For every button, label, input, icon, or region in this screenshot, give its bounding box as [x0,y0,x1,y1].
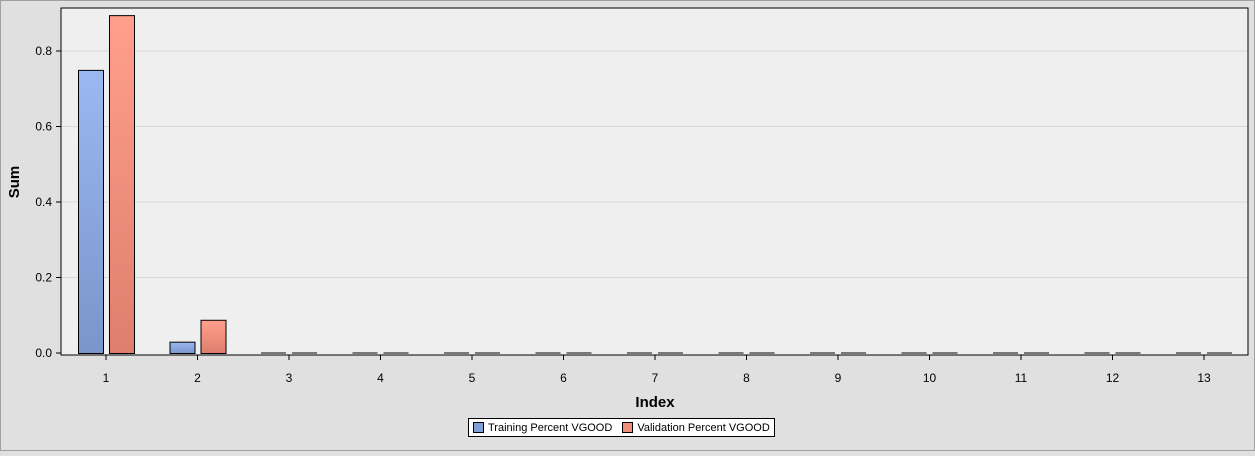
x-tick-label: 6 [560,371,567,385]
x-tick-label: 4 [377,371,384,385]
x-axis: 1 2 3 4 5 6 7 8 9 10 11 12 13 [103,355,1211,385]
y-axis: 0.0 0.2 0.4 0.6 0.8 [35,44,61,360]
x-tick-label: 5 [469,371,476,385]
y-tick-label: 0.6 [35,120,52,134]
bars [78,15,1232,354]
y-tick-label: 0.4 [35,195,52,209]
legend-swatch-training [473,422,484,433]
plot-area [61,8,1248,355]
y-tick-label: 0.8 [35,44,52,58]
x-tick-label: 1 [103,371,110,385]
x-tick-label: 2 [194,371,201,385]
x-tick-label: 9 [835,371,842,385]
bar [169,341,196,354]
x-axis-label: Index [635,394,675,411]
legend-item-training: Training Percent VGOOD [473,422,612,434]
y-axis-label: Sum [6,166,23,199]
legend-item-validation: Validation Percent VGOOD [622,421,770,434]
y-tick-label: 0.0 [35,346,52,360]
x-tick-label: 3 [286,371,293,385]
x-tick-label: 10 [923,371,937,385]
x-tick-label: 11 [1015,371,1028,385]
y-tick-label: 0.2 [35,271,52,285]
x-tick-label: 12 [1106,371,1120,385]
bar [78,69,104,354]
legend-label-validation: Validation Percent VGOOD [637,421,770,434]
bar [200,319,227,354]
legend-label-training: Training Percent VGOOD [488,421,613,434]
x-tick-label: 13 [1197,371,1211,385]
x-tick-label: 8 [743,371,750,385]
grid-lines [61,50,1248,278]
legend-swatch-validation [622,422,634,433]
x-tick-label: 7 [652,371,659,385]
legend: Training Percent VGOOD Validation Percen… [468,418,775,437]
bar [109,15,135,354]
